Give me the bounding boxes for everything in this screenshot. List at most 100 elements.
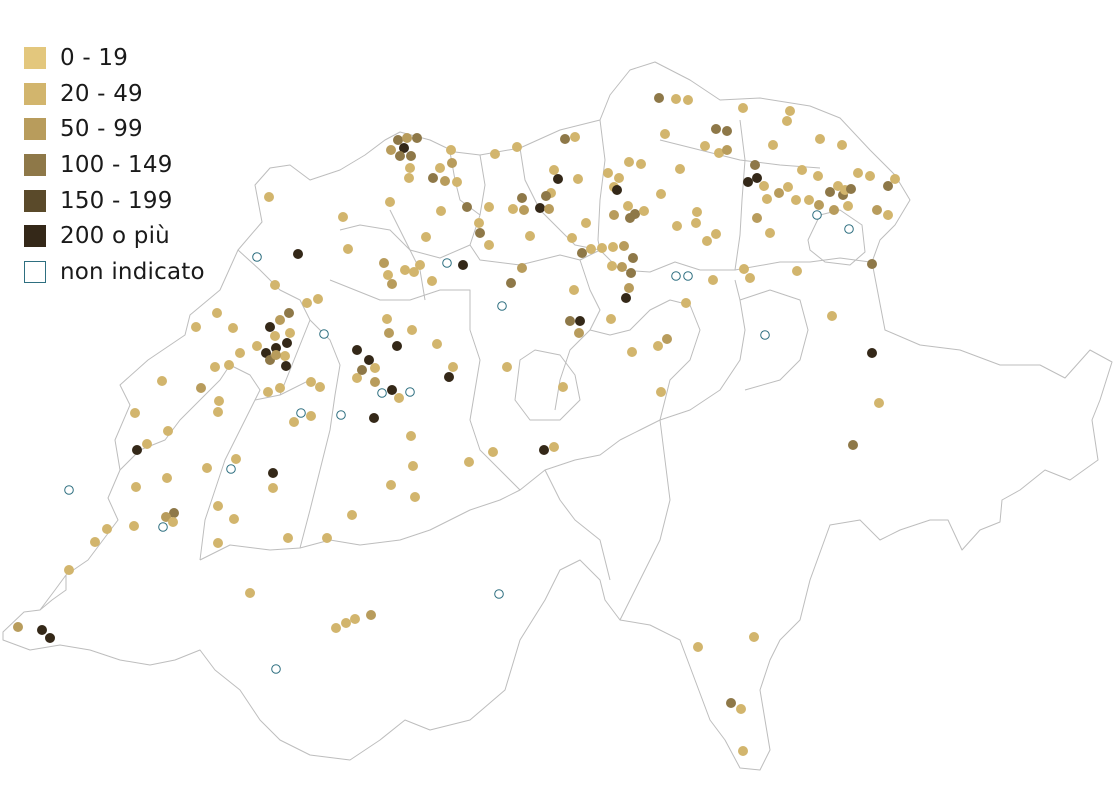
- marker-dot: [624, 283, 634, 293]
- marker-dot: [567, 233, 577, 243]
- marker-dot: [626, 268, 636, 278]
- marker-dot: [722, 126, 732, 136]
- marker-dot: [280, 351, 290, 361]
- marker-dot: [385, 197, 395, 207]
- marker-not-indicated: [296, 408, 306, 418]
- marker-dot: [627, 347, 637, 357]
- marker-not-indicated: [760, 330, 770, 340]
- marker-not-indicated: [64, 485, 74, 495]
- marker-dot: [404, 173, 414, 183]
- marker-dot: [131, 482, 141, 492]
- marker-dot: [268, 483, 278, 493]
- marker-dot: [157, 376, 167, 386]
- marker-dot: [407, 325, 417, 335]
- marker-dot: [700, 141, 710, 151]
- marker-dot: [212, 308, 222, 318]
- marker-dot: [519, 205, 529, 215]
- marker-dot: [785, 106, 795, 116]
- marker-dot: [130, 408, 140, 418]
- marker-dot: [623, 201, 633, 211]
- marker-dot: [653, 341, 663, 351]
- legend-item-not-indicated: non indicato: [24, 254, 205, 290]
- marker-dot: [714, 148, 724, 158]
- marker-dot: [386, 480, 396, 490]
- marker-dot: [765, 228, 775, 238]
- marker-dot: [606, 314, 616, 324]
- marker-dot: [490, 149, 500, 159]
- marker-dot: [502, 362, 512, 372]
- marker-dot: [462, 202, 472, 212]
- legend-swatch: [24, 189, 46, 212]
- marker-dot: [752, 173, 762, 183]
- marker-dot: [370, 363, 380, 373]
- marker-dot: [379, 258, 389, 268]
- marker-dot: [102, 524, 112, 534]
- marker-dot: [405, 163, 415, 173]
- marker-dot: [410, 492, 420, 502]
- marker-dot: [577, 248, 587, 258]
- marker-dot: [191, 322, 201, 332]
- marker-dot: [45, 633, 55, 643]
- legend-swatch: [24, 153, 46, 176]
- marker-dot: [575, 316, 585, 326]
- marker-dot: [270, 331, 280, 341]
- marker-dot: [421, 232, 431, 242]
- marker-dot: [541, 191, 551, 201]
- marker-dot: [621, 293, 631, 303]
- marker-dot: [639, 206, 649, 216]
- marker-dot: [883, 210, 893, 220]
- marker-dot: [412, 133, 422, 143]
- legend-label: non indicato: [60, 258, 205, 285]
- marker-dot: [428, 173, 438, 183]
- marker-dot: [313, 294, 323, 304]
- marker-dot: [671, 94, 681, 104]
- legend-item-0-19: 0 - 19: [24, 40, 205, 76]
- marker-dot: [399, 143, 409, 153]
- marker-dot: [662, 334, 672, 344]
- marker-dot: [774, 188, 784, 198]
- marker-dot: [263, 387, 273, 397]
- marker-dot: [464, 457, 474, 467]
- marker-dot: [392, 341, 402, 351]
- marker-dot: [738, 103, 748, 113]
- data-points: [13, 93, 900, 756]
- marker-dot: [508, 204, 518, 214]
- marker-dot: [90, 537, 100, 547]
- marker-dot: [768, 140, 778, 150]
- canton-borders: [2, 61, 1113, 771]
- legend-swatch: [24, 46, 46, 69]
- marker-dot: [558, 382, 568, 392]
- marker-dot: [436, 206, 446, 216]
- marker-dot: [202, 463, 212, 473]
- marker-dot: [853, 168, 863, 178]
- marker-dot: [196, 383, 206, 393]
- marker-dot: [400, 265, 410, 275]
- marker-dot: [162, 473, 172, 483]
- marker-dot: [837, 140, 847, 150]
- marker-dot: [161, 512, 171, 522]
- marker-dot: [574, 328, 584, 338]
- legend-swatch: [24, 225, 46, 248]
- legend-swatch: [24, 118, 46, 141]
- marker-dot: [711, 229, 721, 239]
- marker-dot: [213, 501, 223, 511]
- marker-dot: [738, 746, 748, 756]
- legend-item-200-plus: 200 o più: [24, 218, 205, 254]
- marker-dot: [224, 360, 234, 370]
- marker-dot: [827, 311, 837, 321]
- marker-not-indicated: [226, 464, 236, 474]
- marker-dot: [846, 184, 856, 194]
- marker-not-indicated: [812, 210, 822, 220]
- marker-dot: [406, 151, 416, 161]
- marker-dot: [628, 253, 638, 263]
- marker-dot: [872, 205, 882, 215]
- marker-dot: [565, 316, 575, 326]
- marker-dot: [271, 350, 281, 360]
- marker-not-indicated: [497, 301, 507, 311]
- marker-dot: [382, 314, 392, 324]
- marker-dot: [393, 135, 403, 145]
- marker-dot: [364, 355, 374, 365]
- legend-label: 20 - 49: [60, 80, 143, 107]
- marker-dot: [142, 439, 152, 449]
